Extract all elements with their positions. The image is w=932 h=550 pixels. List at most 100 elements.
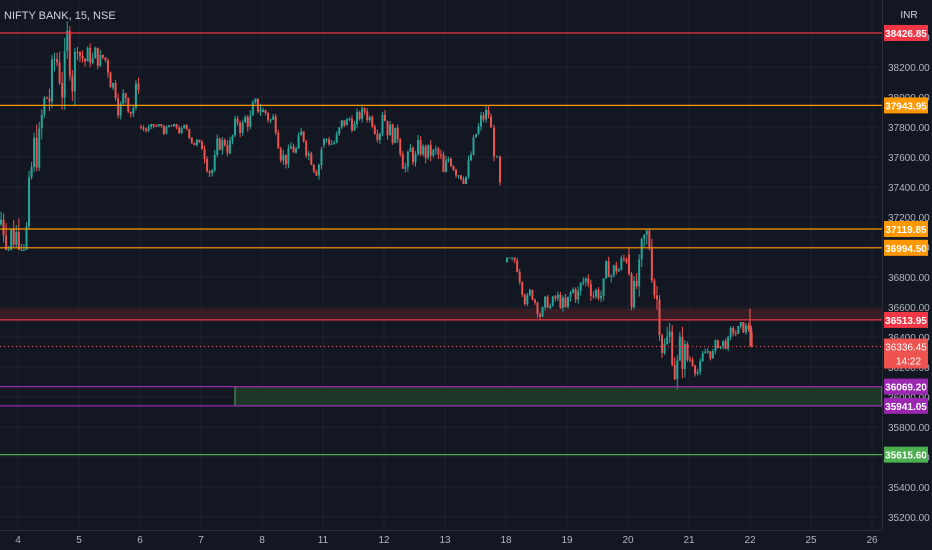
candle-body bbox=[544, 296, 547, 308]
candle-body bbox=[289, 146, 292, 149]
candle-body bbox=[671, 331, 674, 365]
candle-body bbox=[574, 289, 577, 300]
level-price-label: 36994.50 bbox=[885, 244, 927, 255]
x-tick-label: 11 bbox=[318, 535, 329, 546]
candle-body bbox=[10, 229, 13, 250]
candle-body bbox=[112, 83, 115, 88]
candle-body bbox=[696, 371, 699, 374]
candle-body bbox=[282, 154, 285, 161]
candle-body bbox=[681, 336, 684, 369]
candle-body bbox=[305, 141, 308, 156]
candle-body bbox=[711, 351, 714, 359]
candle-body bbox=[307, 153, 310, 156]
candle-body bbox=[170, 125, 173, 127]
candle-body bbox=[582, 281, 585, 284]
candle-body bbox=[272, 116, 275, 120]
candle-body bbox=[622, 258, 625, 260]
candle-body bbox=[68, 30, 71, 76]
candle-body bbox=[356, 111, 359, 125]
candle-body bbox=[104, 57, 107, 61]
horizontal-levels[interactable] bbox=[0, 32, 882, 456]
candle-body bbox=[706, 351, 709, 353]
candle-body bbox=[485, 110, 487, 120]
candle-body bbox=[208, 171, 211, 174]
candle-body bbox=[249, 115, 252, 127]
candle-body bbox=[284, 154, 287, 165]
candle-body bbox=[310, 153, 313, 165]
candle-body bbox=[536, 302, 539, 315]
candle-body bbox=[114, 83, 117, 99]
candle-body bbox=[747, 325, 750, 330]
candle-body bbox=[50, 59, 53, 102]
candle-body bbox=[401, 153, 404, 169]
candle-body bbox=[0, 219, 2, 225]
candle-body bbox=[663, 343, 666, 353]
candle-body bbox=[343, 120, 346, 126]
candle-body bbox=[221, 140, 224, 150]
candle-body bbox=[378, 133, 381, 140]
candle-body bbox=[577, 290, 580, 300]
candle-body bbox=[455, 169, 457, 176]
candle-body bbox=[86, 47, 89, 62]
candle-body bbox=[389, 124, 392, 136]
y-tick-label: 35200.00 bbox=[888, 513, 930, 524]
candle-body bbox=[640, 238, 643, 260]
candle-body bbox=[76, 51, 79, 53]
candle-body bbox=[106, 60, 109, 73]
time-axis[interactable]: 4 5 6 7 8 11 12 13 18 19 20 21 22 25 26 bbox=[15, 535, 878, 546]
candle-body bbox=[155, 125, 158, 127]
candle-body bbox=[701, 353, 704, 362]
candle-body bbox=[739, 322, 742, 327]
candle-body bbox=[506, 257, 508, 262]
candle-body bbox=[429, 144, 432, 156]
candle-body bbox=[96, 47, 99, 66]
candle-body bbox=[658, 299, 661, 336]
candle-body bbox=[160, 124, 163, 126]
candle-body bbox=[239, 122, 242, 133]
time-axis-border bbox=[0, 530, 882, 531]
y-tick-label: 37600.00 bbox=[888, 153, 930, 164]
candle-body bbox=[236, 118, 239, 123]
candle-body bbox=[394, 127, 397, 144]
candle-body bbox=[521, 282, 524, 295]
candle-body bbox=[691, 359, 694, 366]
candle-body bbox=[633, 280, 636, 308]
candle-body bbox=[173, 124, 176, 127]
candle-body bbox=[274, 116, 277, 133]
last-price-label: 36336.45 bbox=[885, 343, 927, 354]
candle-body bbox=[109, 72, 112, 88]
candle-body bbox=[124, 93, 127, 98]
candle-body bbox=[422, 146, 425, 155]
candle-body bbox=[320, 149, 323, 166]
candle-body bbox=[513, 257, 516, 261]
candle-body bbox=[541, 307, 544, 317]
candle-body bbox=[363, 108, 366, 112]
candle-body bbox=[661, 335, 664, 353]
candle-body bbox=[409, 147, 412, 152]
candle-body bbox=[607, 261, 610, 278]
price-axis-border bbox=[882, 0, 883, 530]
candle-body bbox=[462, 179, 465, 184]
candle-body bbox=[45, 97, 48, 99]
symbol-title: NIFTY BANK, 15, NSE bbox=[4, 10, 116, 22]
price-zone bbox=[0, 308, 882, 320]
candle-body bbox=[719, 346, 722, 349]
candle-body bbox=[714, 340, 717, 352]
candle-body bbox=[218, 138, 221, 150]
candle-body bbox=[373, 126, 376, 134]
y-tick-label: 35800.00 bbox=[888, 423, 930, 434]
candle-body bbox=[709, 351, 712, 359]
x-tick-label: 4 bbox=[15, 535, 21, 546]
candle-body bbox=[269, 119, 272, 121]
candle-body bbox=[162, 125, 165, 134]
candle-body bbox=[340, 120, 343, 128]
candle-body bbox=[56, 59, 59, 63]
candle-body bbox=[437, 148, 440, 155]
candle-body bbox=[350, 118, 353, 131]
candle-body bbox=[287, 148, 290, 165]
candle-body bbox=[648, 230, 651, 249]
candle-body bbox=[457, 175, 460, 177]
candle-body bbox=[653, 280, 656, 296]
candle-body bbox=[666, 336, 669, 344]
